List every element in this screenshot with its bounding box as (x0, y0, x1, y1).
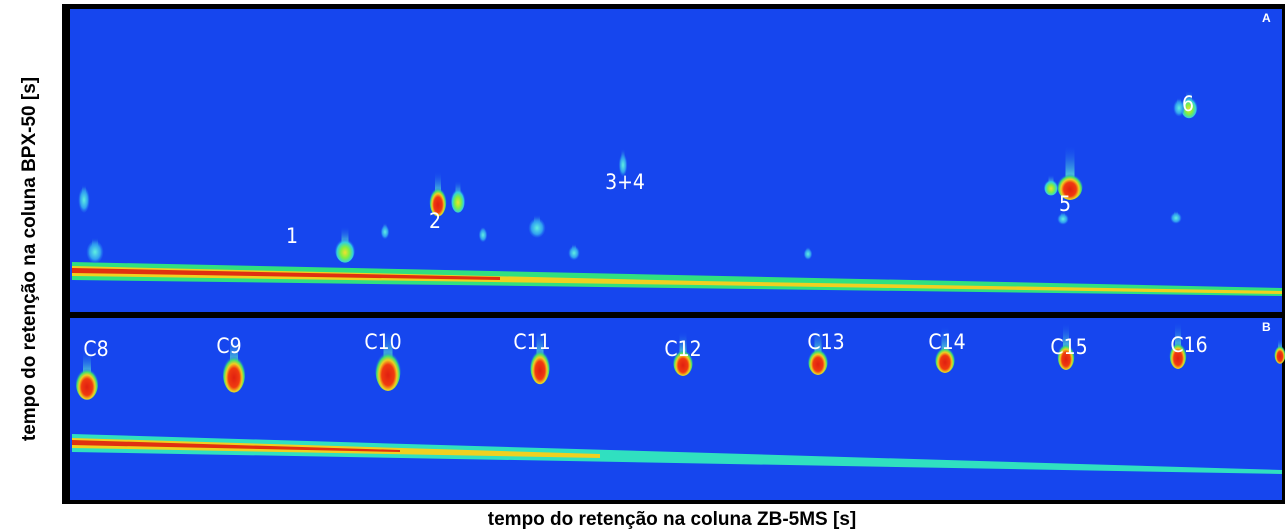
x-axis-label: tempo do retenção na coluna ZB-5MS [s] (488, 509, 856, 529)
peak-spot (804, 248, 812, 259)
peak-label: 2 (429, 209, 441, 233)
peak-spot (451, 187, 465, 212)
peak-spot (1044, 179, 1058, 196)
peak-label: C15 (1050, 335, 1087, 359)
peak-label: C10 (364, 330, 401, 354)
peak-label: C12 (664, 337, 701, 361)
peak-spot (87, 241, 104, 263)
peak-spot (529, 218, 546, 238)
peak-label: C16 (1170, 333, 1207, 357)
peak-label: 6 (1182, 92, 1194, 116)
peak-label: C8 (83, 337, 108, 361)
y-axis-label: tempo do retenção na coluna BPX-50 [s] (19, 77, 40, 441)
peak-spot (479, 228, 487, 242)
peak-label: C14 (928, 330, 965, 354)
peak-spot (568, 246, 579, 260)
peak-label: 1 (286, 224, 298, 248)
peak-spot (223, 353, 245, 392)
peak-label: C11 (513, 330, 550, 354)
peak-label: 5 (1059, 192, 1071, 216)
peak-label: 3+4 (605, 170, 645, 194)
panel-letter: A (1262, 11, 1271, 25)
panel-letter: B (1262, 320, 1271, 334)
peak-spot (76, 366, 98, 400)
peak-spot (375, 349, 400, 391)
peak-label: C13 (807, 330, 844, 354)
figure: A B 1 2 3+4 5 6 C8 C9 C10 C11 C12 C13 C14 C15 C16 tem… (0, 0, 1285, 529)
peak-spot (335, 237, 355, 262)
peak-spot (381, 225, 389, 239)
peak-spot (78, 187, 89, 212)
peak-label: C9 (216, 334, 241, 358)
peak-spot (1170, 212, 1181, 223)
